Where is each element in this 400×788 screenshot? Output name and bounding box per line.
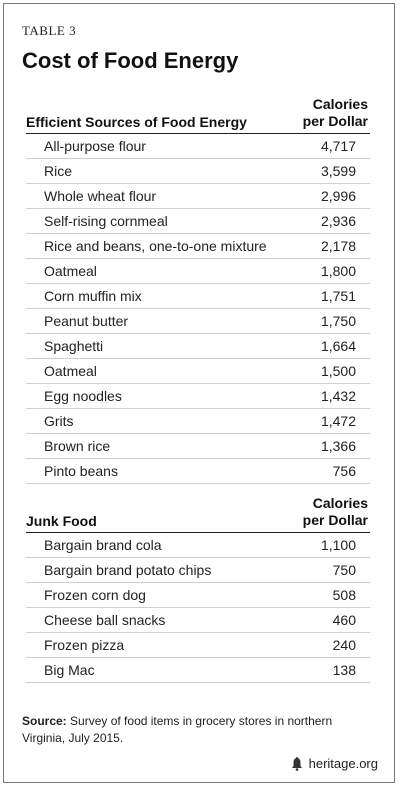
table-row: Bargain brand potato chips 750 xyxy=(26,558,370,583)
table-row: Brown rice 1,366 xyxy=(26,434,370,459)
table-row: Bargain brand cola 1,100 xyxy=(26,533,370,558)
row-value: 750 xyxy=(332,562,356,578)
row-value: 460 xyxy=(332,612,356,628)
row-name: Rice xyxy=(44,163,73,179)
row-value: 240 xyxy=(332,637,356,653)
row-name: Peanut butter xyxy=(44,313,129,329)
liberty-bell-icon xyxy=(291,757,302,771)
row-value: 4,717 xyxy=(320,138,356,154)
section-rows: All-purpose flour 4,717 Rice 3,599 Whole whe… xyxy=(26,134,370,484)
row-value: 1,500 xyxy=(320,363,356,379)
table-row: Frozen corn dog 508 xyxy=(26,583,370,608)
table-row: Corn muffin mix 1,751 xyxy=(26,284,370,309)
row-name: All-purpose flour xyxy=(44,138,146,154)
table-number: TABLE 3 xyxy=(22,23,77,38)
row-name: Grits xyxy=(44,413,74,429)
source-note: Source: Survey of food items in grocery … xyxy=(22,713,374,747)
row-value: 1,100 xyxy=(320,537,356,553)
table-row: Big Mac 138 xyxy=(26,658,370,683)
table-row: Spaghetti 1,664 xyxy=(26,334,370,359)
source-label: Source: xyxy=(22,714,67,728)
row-value: 756 xyxy=(332,463,356,479)
table-row: Pinto beans 756 xyxy=(26,459,370,484)
row-name: Brown rice xyxy=(44,438,111,454)
row-value: 1,432 xyxy=(320,388,356,404)
section-junk-food: Junk Food Calories per Dollar Bargain br… xyxy=(26,492,370,683)
table-row: Egg noodles 1,432 xyxy=(26,384,370,409)
section-title: Junk Food xyxy=(26,513,97,529)
row-name: Corn muffin mix xyxy=(44,288,142,304)
column-header: Calories per Dollar xyxy=(302,96,368,129)
row-name: Big Mac xyxy=(44,662,95,678)
row-value: 1,800 xyxy=(320,263,356,279)
row-name: Spaghetti xyxy=(44,338,104,354)
row-value: 2,996 xyxy=(320,188,356,204)
section-rows: Bargain brand cola 1,100 Bargain brand pot… xyxy=(26,533,370,683)
row-name: Self-rising cornmeal xyxy=(44,213,168,229)
row-value: 3,599 xyxy=(320,163,356,179)
row-name: Cheese ball snacks xyxy=(44,612,166,628)
column-header: Calories per Dollar xyxy=(302,495,368,528)
table-row: Whole wheat flour 2,996 xyxy=(26,184,370,209)
row-name: Oatmeal xyxy=(44,263,97,279)
row-value: 1,751 xyxy=(320,288,356,304)
section-header: Junk Food Calories per Dollar xyxy=(26,492,370,533)
table-row: Grits 1,472 xyxy=(26,409,370,434)
row-name: Frozen corn dog xyxy=(44,587,146,603)
table-row: Rice 3,599 xyxy=(26,159,370,184)
table-row: Frozen pizza 240 xyxy=(26,633,370,658)
section-efficient-sources: Efficient Sources of Food Energy Calorie… xyxy=(26,93,370,484)
row-value: 1,664 xyxy=(320,338,356,354)
table-card: TABLE 3 Cost of Food Energy Efficient So… xyxy=(3,3,395,783)
row-name: Bargain brand potato chips xyxy=(44,562,212,578)
brand-link[interactable]: heritage.org xyxy=(308,756,378,771)
row-value: 1,472 xyxy=(320,413,356,429)
section-title: Efficient Sources of Food Energy xyxy=(26,114,247,130)
brand-footer: heritage.org xyxy=(290,756,378,771)
row-name: Bargain brand cola xyxy=(44,537,162,553)
row-name: Pinto beans xyxy=(44,463,118,479)
row-value: 508 xyxy=(332,587,356,603)
row-name: Whole wheat flour xyxy=(44,188,157,204)
row-value: 2,936 xyxy=(320,213,356,229)
row-name: Egg noodles xyxy=(44,388,122,404)
table-row: Self-rising cornmeal 2,936 xyxy=(26,209,370,234)
row-name: Frozen pizza xyxy=(44,637,125,653)
section-header: Efficient Sources of Food Energy Calorie… xyxy=(26,93,370,134)
row-value: 2,178 xyxy=(320,238,356,254)
table-row: Peanut butter 1,750 xyxy=(26,309,370,334)
table-row: Oatmeal 1,800 xyxy=(26,259,370,284)
table-row: All-purpose flour 4,717 xyxy=(26,134,370,159)
source-text: Survey of food items in grocery stores i… xyxy=(22,714,333,745)
row-value: 1,750 xyxy=(320,313,356,329)
table-row: Cheese ball snacks 460 xyxy=(26,608,370,633)
row-name: Rice and beans, one-to-one mixture xyxy=(44,238,267,254)
row-name: Oatmeal xyxy=(44,363,97,379)
table-row: Rice and beans, one-to-one mixture 2,178 xyxy=(26,234,370,259)
row-value: 1,366 xyxy=(320,438,356,454)
table-row: Oatmeal 1,500 xyxy=(26,359,370,384)
row-value: 138 xyxy=(332,662,356,678)
table-title: Cost of Food Energy xyxy=(22,48,239,73)
